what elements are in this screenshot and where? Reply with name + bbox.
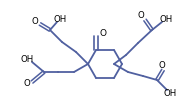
Text: O: O <box>100 29 107 38</box>
Text: OH: OH <box>159 15 173 24</box>
Text: O: O <box>24 80 30 89</box>
Text: O: O <box>138 11 144 20</box>
Text: OH: OH <box>53 15 67 24</box>
Text: OH: OH <box>20 56 34 64</box>
Text: OH: OH <box>163 89 177 98</box>
Text: O: O <box>159 61 165 70</box>
Text: O: O <box>32 17 38 26</box>
